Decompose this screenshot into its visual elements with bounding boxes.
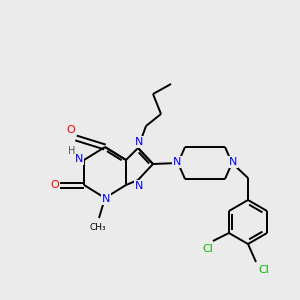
Text: Cl: Cl — [202, 244, 213, 254]
Text: O: O — [67, 125, 75, 135]
Text: O: O — [51, 180, 59, 190]
Text: N: N — [229, 157, 237, 167]
Text: N: N — [173, 157, 181, 167]
Text: H: H — [68, 146, 76, 156]
Text: N: N — [135, 137, 143, 147]
Text: Cl: Cl — [259, 265, 269, 275]
Text: CH₃: CH₃ — [90, 223, 106, 232]
Text: N: N — [135, 181, 143, 191]
Text: N: N — [75, 154, 83, 164]
Text: N: N — [102, 194, 110, 204]
